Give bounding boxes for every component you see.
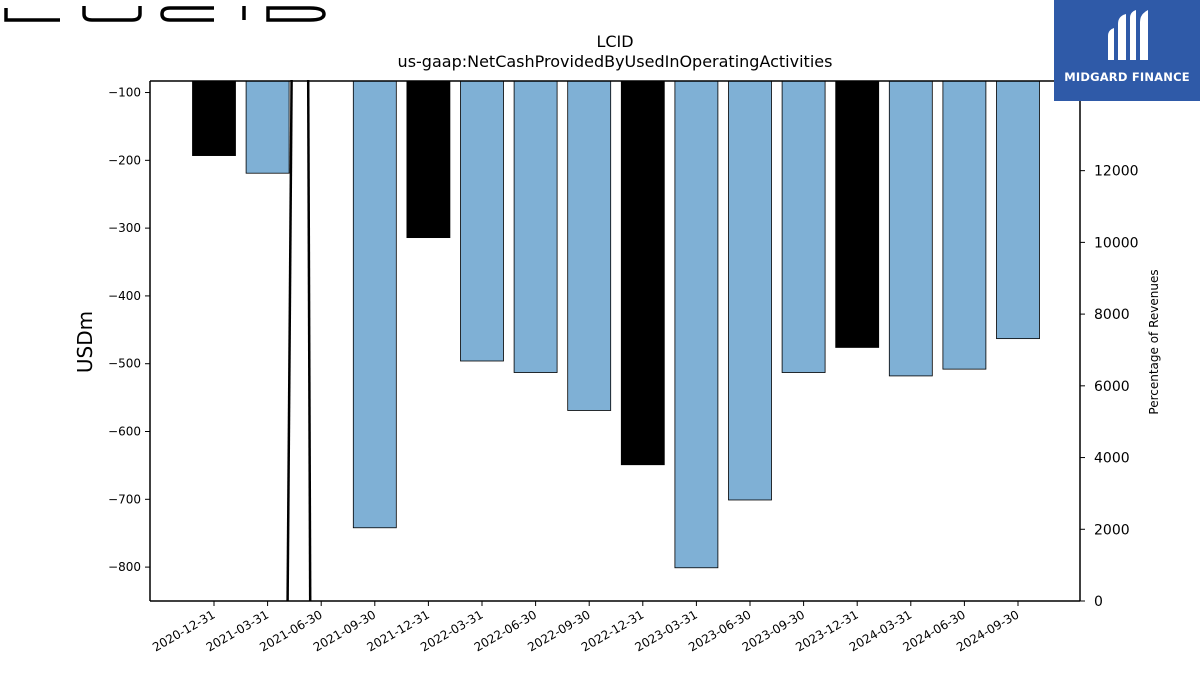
bar-2022-06-30 — [513, 80, 558, 373]
y-tick-label: −700 — [108, 492, 141, 506]
y-tick-label: −200 — [108, 153, 141, 167]
bar-2023-06-30 — [728, 80, 772, 501]
chart-title: LCID — [596, 32, 634, 51]
midgard-finance-badge: MIDGARD FINANCE — [1054, 0, 1200, 101]
percentage-line-segment-1 — [286, 79, 293, 602]
y2-axis-label: Percentage of Revenues — [1147, 269, 1161, 414]
bar-2022-03-31 — [460, 80, 504, 362]
midgard-logo-icon — [1108, 10, 1148, 60]
y2-axis-ticks: 0 2000 4000 6000 8000 10000 12000 — [1080, 164, 1139, 610]
y-axis-ticks: −100 −200 −300 −400 −500 −600 −700 −800 — [108, 86, 150, 574]
y2-tick-label: 4000 — [1094, 451, 1130, 467]
bar-2024-03-31 — [888, 80, 933, 377]
badge-text: MIDGARD FINANCE — [1064, 70, 1190, 84]
y-axis-label: USDm — [73, 311, 97, 373]
y-tick-label: −600 — [108, 425, 141, 439]
bars-group — [192, 80, 1040, 569]
y-tick-label: −400 — [108, 289, 141, 303]
percentage-line-segment-2 — [306, 79, 312, 602]
bar-2021-09-30 — [352, 80, 397, 529]
bar-2020-12-31 — [192, 80, 236, 156]
y-tick-label: −300 — [108, 221, 141, 235]
bar-2021-03-31 — [245, 80, 290, 174]
y-tick-label: −500 — [108, 357, 141, 371]
bar-2024-06-30 — [942, 80, 987, 370]
y-tick-label: −800 — [108, 560, 141, 574]
bar-2022-09-30 — [567, 80, 612, 411]
bar-2024-09-30 — [996, 80, 1040, 340]
bar-2023-12-31 — [835, 80, 880, 348]
chart-subtitle: us-gaap:NetCashProvidedByUsedInOperating… — [397, 52, 833, 71]
lucid-logo — [4, 6, 326, 22]
y2-tick-label: 10000 — [1094, 235, 1139, 251]
percentage-line-group — [286, 79, 312, 602]
bar-2021-12-31 — [406, 80, 451, 239]
y-tick-label: −100 — [108, 86, 141, 100]
bar-2022-12-31 — [620, 80, 665, 466]
y2-tick-label: 8000 — [1094, 307, 1130, 323]
x-axis-ticks: 2020-12-312021-03-312021-06-302021-09-30… — [150, 601, 1022, 654]
y2-tick-label: 12000 — [1094, 164, 1139, 180]
y2-tick-label: 6000 — [1094, 379, 1130, 395]
bar-2023-09-30 — [781, 80, 826, 373]
axes-group — [149, 80, 1081, 602]
bar-2023-03-31 — [674, 80, 719, 569]
y2-tick-label: 0 — [1094, 594, 1103, 610]
y2-tick-label: 2000 — [1094, 522, 1130, 538]
